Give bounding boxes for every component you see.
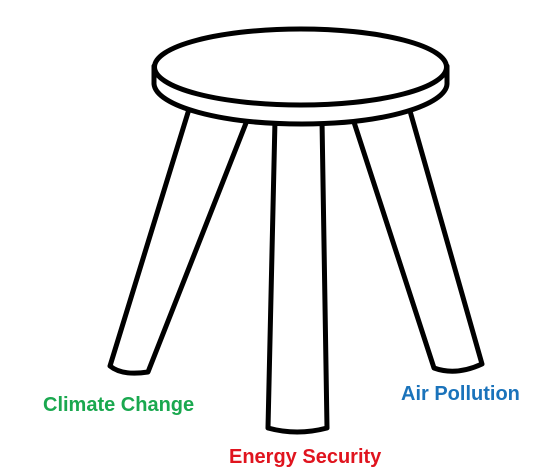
label-climate-change: Climate Change bbox=[43, 394, 195, 416]
stool-seat-top bbox=[152, 26, 449, 108]
stool-leg-left bbox=[107, 103, 251, 376]
stool-leg-right bbox=[349, 101, 485, 374]
label-air-pollution: Air Pollution bbox=[401, 383, 520, 405]
label-energy-security: Energy Security bbox=[229, 446, 382, 468]
stool-leg-center bbox=[265, 117, 330, 435]
